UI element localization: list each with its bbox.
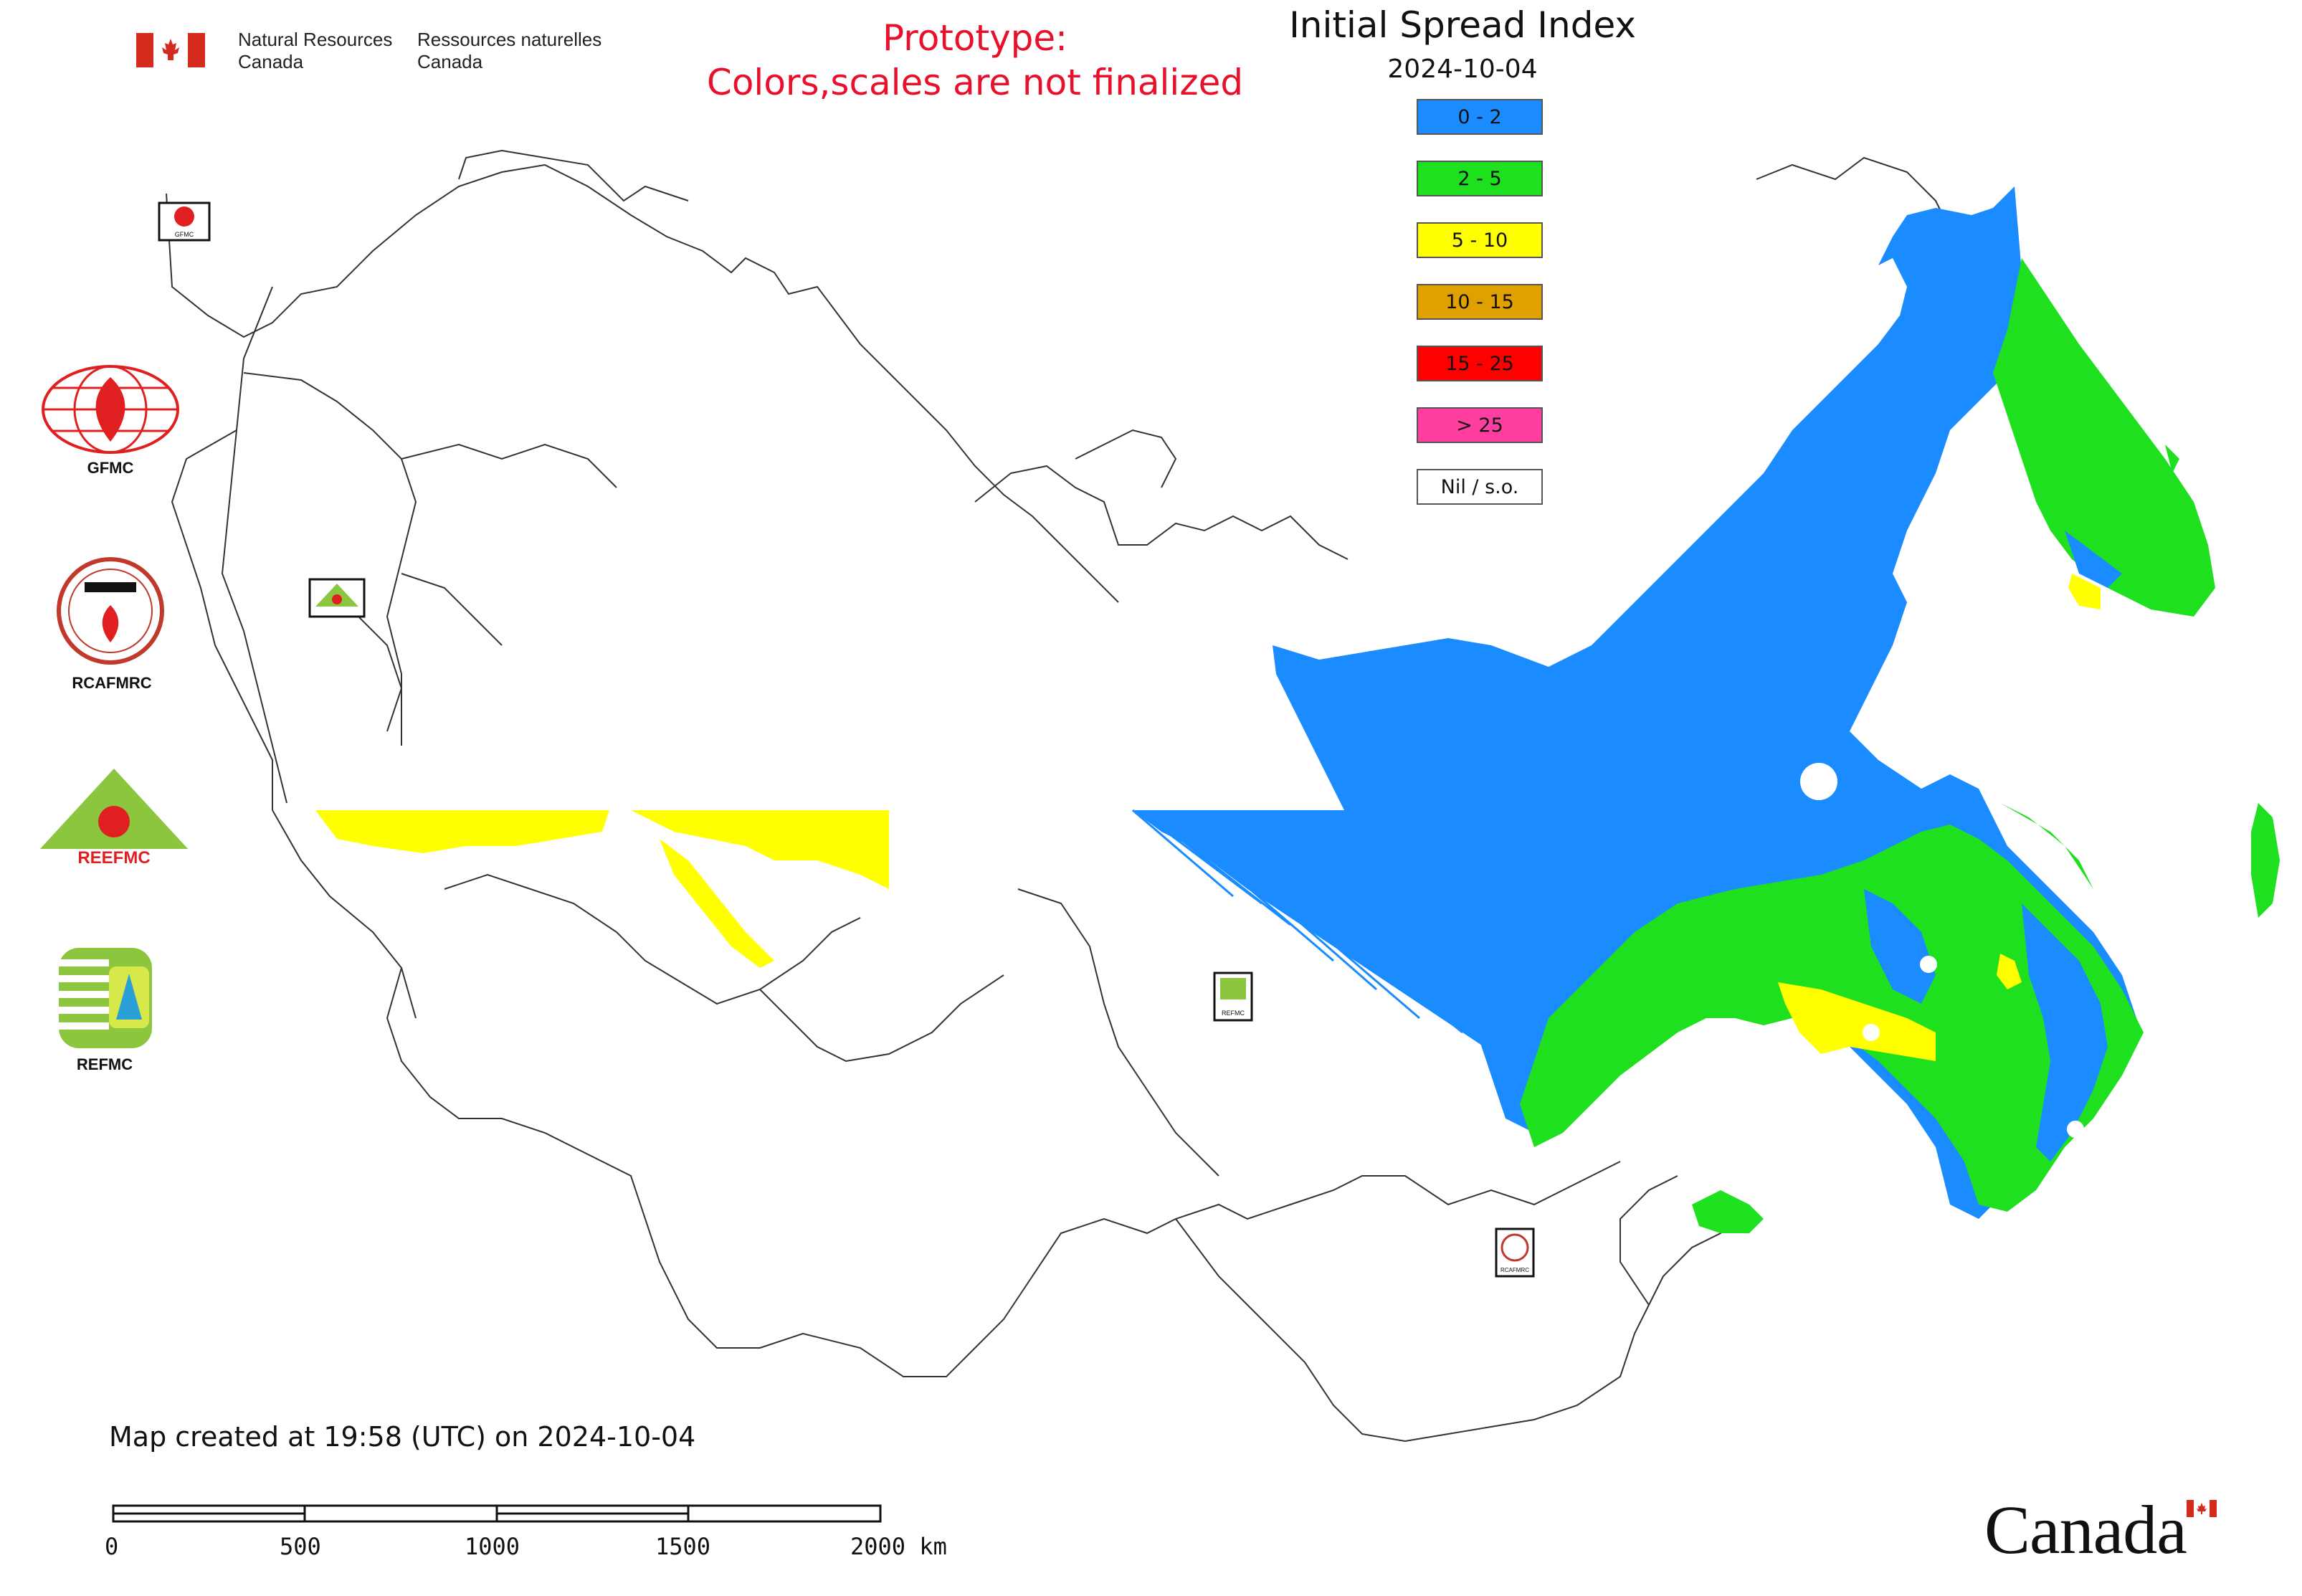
isi-region-0-2-south xyxy=(1864,531,2122,1162)
reefmc-emblem-icon: REEFMC xyxy=(37,769,191,868)
legend-item-5-10: 5 - 10 xyxy=(1417,222,1543,258)
prototype-line-2: Colors,scales are not finalized xyxy=(706,62,1244,103)
gfmc-logo: GFMC xyxy=(40,363,182,478)
canada-flag-icon xyxy=(136,33,205,67)
isi-nil-spots xyxy=(1655,763,2084,1145)
agency-name-fr: Ressources naturelles Canada xyxy=(417,29,602,72)
map-marker-gfmc: GFMC xyxy=(158,201,211,242)
rcafmrc-label: RCAFMRC xyxy=(72,674,152,692)
scale-label-1500: 1500 xyxy=(655,1533,711,1560)
scale-bar xyxy=(112,1504,882,1523)
refmc-label: REFMC xyxy=(76,1055,133,1073)
scale-label-2000: 2000 km xyxy=(850,1533,947,1560)
boundary-lines xyxy=(166,149,1951,1443)
legend-item-10-15: 10 - 15 xyxy=(1417,284,1543,320)
legend-item-0-2: 0 - 2 xyxy=(1417,99,1543,135)
canada-wordmark: Canada xyxy=(1984,1491,2187,1568)
refmc-logo: REFMC xyxy=(37,945,176,1074)
map-date: 2024-10-04 xyxy=(1387,54,1538,84)
map-created-note: Map created at 19:58 (UTC) on 2024-10-04 xyxy=(109,1421,696,1453)
prototype-line-1: Prototype: xyxy=(882,17,1068,59)
scale-label-0: 0 xyxy=(105,1533,119,1560)
legend-item-over-25: > 25 xyxy=(1417,407,1543,443)
rcafmrc-logo: RCAFMRC xyxy=(40,554,184,693)
map-marker-rcafmrc: RCAFMRC xyxy=(1495,1227,1535,1278)
scale-label-500: 500 xyxy=(280,1533,321,1560)
legend-item-nil: Nil / s.o. xyxy=(1417,469,1543,505)
rcafmrc-emblem-icon xyxy=(57,557,164,665)
agency-name-en: Natural Resources Canada xyxy=(238,29,393,72)
reefmc-logo: REEFMC xyxy=(37,764,191,872)
svg-text:RCAFMRC: RCAFMRC xyxy=(1500,1267,1529,1273)
map-marker-refmc: REFMC xyxy=(1213,972,1253,1022)
prototype-notice: Prototype: Colors,scales are not finaliz… xyxy=(645,16,1305,105)
svg-text:GFMC: GFMC xyxy=(175,231,194,238)
scale-label-1000: 1000 xyxy=(465,1533,520,1560)
isi-region-5-10 xyxy=(315,574,2101,1061)
map-marker-reefmc xyxy=(308,578,366,618)
map-title: Initial Spread Index xyxy=(1289,4,1636,46)
reefmc-wordmark: REEFMC xyxy=(77,848,150,868)
legend-item-15-25: 15 - 25 xyxy=(1417,346,1543,381)
gfmc-emblem-icon xyxy=(42,365,179,454)
legend-item-2-5: 2 - 5 xyxy=(1417,161,1543,196)
gfmc-label: GFMC xyxy=(87,459,134,477)
isi-streaks-0-2 xyxy=(1132,809,1506,1063)
refmc-emblem-icon xyxy=(59,948,152,1048)
svg-text:REFMC: REFMC xyxy=(1222,1010,1245,1017)
wordmark-flag-icon xyxy=(2187,1500,2217,1517)
